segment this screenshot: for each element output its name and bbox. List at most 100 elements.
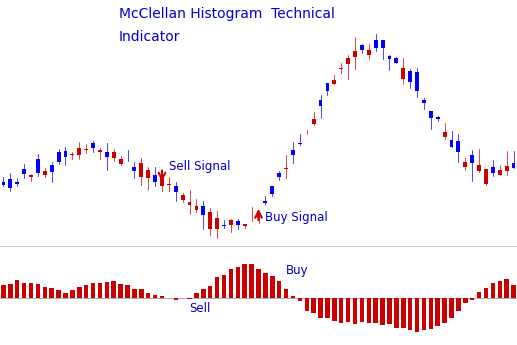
Text: Sell: Sell xyxy=(190,303,211,315)
Bar xyxy=(105,152,109,157)
Bar xyxy=(408,298,413,330)
Bar xyxy=(187,298,192,299)
Bar xyxy=(153,175,157,182)
Text: Sell Signal: Sell Signal xyxy=(169,160,231,173)
Bar xyxy=(401,298,405,328)
Bar xyxy=(249,264,254,298)
Bar xyxy=(360,45,364,50)
Bar xyxy=(222,275,226,298)
Bar xyxy=(332,298,337,321)
Bar xyxy=(215,218,219,229)
Bar xyxy=(132,167,136,171)
Bar xyxy=(497,281,502,298)
Bar xyxy=(291,150,295,155)
Bar xyxy=(70,290,74,298)
Bar xyxy=(15,280,20,298)
Bar xyxy=(277,281,281,298)
Bar xyxy=(463,298,467,303)
Bar xyxy=(470,298,475,300)
Bar xyxy=(104,282,109,298)
Bar xyxy=(270,276,275,298)
Bar xyxy=(477,292,481,298)
Bar xyxy=(64,151,67,157)
Bar xyxy=(346,298,351,322)
Bar xyxy=(435,298,440,326)
Bar xyxy=(22,283,26,298)
Bar xyxy=(360,298,364,322)
Bar xyxy=(222,225,226,226)
Text: McClellan Histogram  Technical: McClellan Histogram Technical xyxy=(119,8,335,21)
Bar xyxy=(374,40,377,48)
Bar xyxy=(243,224,247,226)
Bar xyxy=(270,186,274,194)
Bar xyxy=(174,186,178,192)
Bar xyxy=(91,142,95,148)
Bar xyxy=(256,213,261,218)
Bar xyxy=(449,298,454,318)
Bar xyxy=(256,269,261,298)
Bar xyxy=(284,168,288,169)
Bar xyxy=(318,100,323,106)
Bar xyxy=(305,298,309,311)
Bar xyxy=(160,178,164,186)
Bar xyxy=(112,152,116,158)
Bar xyxy=(381,40,385,48)
Bar xyxy=(484,169,488,184)
Bar xyxy=(339,298,343,323)
Bar xyxy=(470,155,474,163)
Bar xyxy=(236,221,240,225)
Bar xyxy=(505,279,509,298)
Bar xyxy=(43,171,47,175)
Bar xyxy=(174,298,178,300)
Bar xyxy=(394,298,399,328)
Bar xyxy=(84,285,88,298)
Bar xyxy=(194,293,199,298)
Bar xyxy=(146,169,150,178)
Bar xyxy=(318,298,323,318)
Bar xyxy=(346,58,350,64)
Bar xyxy=(415,298,419,332)
Bar xyxy=(229,220,233,225)
Bar xyxy=(373,298,378,323)
Bar xyxy=(381,298,385,325)
Bar xyxy=(22,169,26,175)
Bar xyxy=(325,298,330,318)
Bar xyxy=(312,119,315,125)
Bar xyxy=(311,298,316,313)
Bar xyxy=(167,184,171,185)
Bar xyxy=(50,166,54,172)
Bar xyxy=(422,298,426,330)
Bar xyxy=(208,212,212,229)
Bar xyxy=(429,111,433,118)
Bar xyxy=(332,80,336,83)
Bar xyxy=(56,290,61,298)
Bar xyxy=(118,284,123,298)
Bar xyxy=(42,287,47,298)
Bar xyxy=(264,201,267,203)
Bar xyxy=(394,58,398,63)
Bar xyxy=(401,68,405,79)
Bar xyxy=(132,289,136,298)
Bar xyxy=(305,132,309,133)
Bar xyxy=(98,283,102,298)
Bar xyxy=(353,51,357,58)
Bar xyxy=(291,296,295,298)
Bar xyxy=(443,298,447,324)
Bar xyxy=(208,286,212,298)
Bar xyxy=(16,182,19,184)
Bar xyxy=(91,283,95,298)
Bar xyxy=(112,281,116,298)
Bar xyxy=(29,283,33,298)
Bar xyxy=(367,50,371,56)
Bar xyxy=(140,163,143,177)
Bar xyxy=(215,277,219,298)
Bar xyxy=(160,296,164,298)
Bar xyxy=(511,285,516,298)
Bar xyxy=(463,162,467,167)
Bar xyxy=(277,173,281,177)
Bar xyxy=(456,298,461,311)
Bar xyxy=(84,149,88,150)
Bar xyxy=(387,298,392,325)
Bar xyxy=(36,159,40,173)
Bar xyxy=(78,148,81,155)
